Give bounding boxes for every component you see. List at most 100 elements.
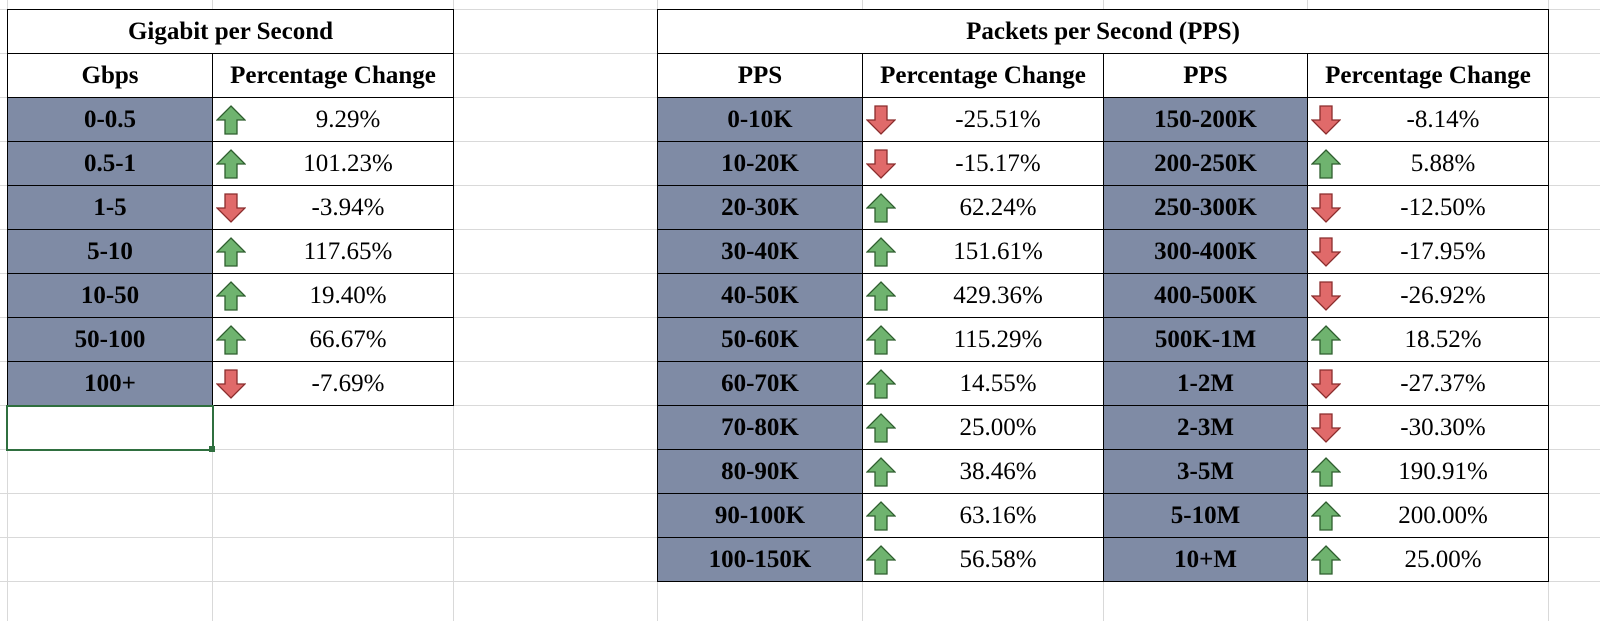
percentage-change-cell[interactable]: -25.51%: [862, 97, 1104, 142]
pps-range-cell[interactable]: 200-250K: [1103, 141, 1308, 186]
percentage-change-cell[interactable]: -15.17%: [862, 141, 1104, 186]
pps-range-cell[interactable]: 3-5M: [1103, 449, 1308, 494]
red-down-arrow-icon: [1311, 237, 1341, 267]
percentage-change-cell[interactable]: 101.23%: [212, 141, 454, 186]
percentage-change-cell[interactable]: -27.37%: [1307, 361, 1549, 406]
percentage-change-value: -12.50%: [1400, 193, 1486, 221]
percentage-change-cell[interactable]: 56.58%: [862, 537, 1104, 582]
percentage-change-cell[interactable]: 63.16%: [862, 493, 1104, 538]
percentage-change-value: 5.88%: [1410, 149, 1476, 177]
green-up-arrow-icon: [866, 281, 896, 311]
pps-range-cell[interactable]: 150-200K: [1103, 97, 1308, 142]
percentage-change-cell[interactable]: -30.30%: [1307, 405, 1549, 450]
percentage-change-cell[interactable]: -8.14%: [1307, 97, 1549, 142]
gbps-table-title[interactable]: Gigabit per Second: [7, 9, 454, 54]
percentage-change-value: -17.95%: [1400, 237, 1486, 265]
pps-range-cell[interactable]: 250-300K: [1103, 185, 1308, 230]
percentage-change-cell[interactable]: 19.40%: [212, 273, 454, 318]
percentage-change-value: 9.29%: [315, 105, 381, 133]
percentage-change-cell[interactable]: 151.61%: [862, 229, 1104, 274]
pps-range-cell[interactable]: 1-2M: [1103, 361, 1308, 406]
pps-range-cell[interactable]: 2-3M: [1103, 405, 1308, 450]
percentage-change-value: 115.29%: [953, 325, 1043, 353]
pps-range-cell[interactable]: 30-40K: [657, 229, 863, 274]
pps-range-cell[interactable]: 90-100K: [657, 493, 863, 538]
gbps-range-cell[interactable]: 0-0.5: [7, 97, 213, 142]
percentage-change-cell[interactable]: 9.29%: [212, 97, 454, 142]
pps-range-cell[interactable]: 0-10K: [657, 97, 863, 142]
percentage-change-cell[interactable]: 200.00%: [1307, 493, 1549, 538]
pps-change-column-header[interactable]: Percentage Change: [862, 53, 1104, 98]
percentage-change-cell[interactable]: -7.69%: [212, 361, 454, 406]
percentage-change-cell[interactable]: 14.55%: [862, 361, 1104, 406]
percentage-change-cell[interactable]: 25.00%: [862, 405, 1104, 450]
gbps-column-header[interactable]: Gbps: [7, 53, 213, 98]
gbps-range-cell[interactable]: 5-10: [7, 229, 213, 274]
pps-range-cell[interactable]: 60-70K: [657, 361, 863, 406]
percentage-change-cell[interactable]: 190.91%: [1307, 449, 1549, 494]
pps-range-cell[interactable]: 20-30K: [657, 185, 863, 230]
percentage-change-value: 63.16%: [959, 501, 1037, 529]
green-up-arrow-icon: [216, 281, 246, 311]
percentage-change-cell[interactable]: 66.67%: [212, 317, 454, 362]
percentage-change-cell[interactable]: 117.65%: [212, 229, 454, 274]
pps-range-cell[interactable]: 80-90K: [657, 449, 863, 494]
percentage-change-cell[interactable]: -3.94%: [212, 185, 454, 230]
gbps-change-column-header[interactable]: Percentage Change: [212, 53, 454, 98]
selected-cell[interactable]: [6, 405, 214, 451]
percentage-change-cell[interactable]: 25.00%: [1307, 537, 1549, 582]
green-up-arrow-icon: [866, 545, 896, 575]
pps-range-cell[interactable]: 10-20K: [657, 141, 863, 186]
pps-range-cell[interactable]: 10+M: [1103, 537, 1308, 582]
percentage-change-cell[interactable]: 429.36%: [862, 273, 1104, 318]
gbps-range-cell[interactable]: 100+: [7, 361, 213, 406]
pps-range-cell[interactable]: 500K-1M: [1103, 317, 1308, 362]
percentage-change-cell[interactable]: -26.92%: [1307, 273, 1549, 318]
percentage-change-value: 62.24%: [959, 193, 1037, 221]
percentage-change-value: 38.46%: [959, 457, 1037, 485]
green-up-arrow-icon: [866, 457, 896, 487]
pps-table-title[interactable]: Packets per Second (PPS): [657, 9, 1549, 54]
percentage-change-value: 25.00%: [959, 413, 1037, 441]
pps-change-column-header[interactable]: Percentage Change: [1307, 53, 1549, 98]
percentage-change-value: 151.61%: [953, 237, 1043, 265]
gbps-range-cell[interactable]: 0.5-1: [7, 141, 213, 186]
red-down-arrow-icon: [216, 193, 246, 223]
green-up-arrow-icon: [866, 325, 896, 355]
red-down-arrow-icon: [216, 369, 246, 399]
green-up-arrow-icon: [866, 237, 896, 267]
red-down-arrow-icon: [1311, 281, 1341, 311]
pps-column-header[interactable]: PPS: [1103, 53, 1308, 98]
gbps-range-cell[interactable]: 50-100: [7, 317, 213, 362]
percentage-change-value: -26.92%: [1400, 281, 1486, 309]
percentage-change-value: 429.36%: [953, 281, 1043, 309]
pps-range-cell[interactable]: 100-150K: [657, 537, 863, 582]
pps-range-cell[interactable]: 5-10M: [1103, 493, 1308, 538]
percentage-change-value: -8.14%: [1406, 105, 1480, 133]
pps-range-cell[interactable]: 300-400K: [1103, 229, 1308, 274]
percentage-change-cell[interactable]: 62.24%: [862, 185, 1104, 230]
percentage-change-cell[interactable]: 38.46%: [862, 449, 1104, 494]
pps-range-cell[interactable]: 70-80K: [657, 405, 863, 450]
percentage-change-cell[interactable]: 5.88%: [1307, 141, 1549, 186]
pps-range-cell[interactable]: 50-60K: [657, 317, 863, 362]
percentage-change-value: 101.23%: [303, 149, 393, 177]
gbps-range-cell[interactable]: 10-50: [7, 273, 213, 318]
percentage-change-cell[interactable]: -17.95%: [1307, 229, 1549, 274]
green-up-arrow-icon: [216, 149, 246, 179]
pps-range-cell[interactable]: 40-50K: [657, 273, 863, 318]
green-up-arrow-icon: [216, 237, 246, 267]
percentage-change-value: 56.58%: [959, 545, 1037, 573]
red-down-arrow-icon: [1311, 105, 1341, 135]
pps-range-cell[interactable]: 400-500K: [1103, 273, 1308, 318]
percentage-change-cell[interactable]: 115.29%: [862, 317, 1104, 362]
green-up-arrow-icon: [866, 193, 896, 223]
percentage-change-value: -3.94%: [311, 193, 385, 221]
percentage-change-cell[interactable]: -12.50%: [1307, 185, 1549, 230]
green-up-arrow-icon: [866, 369, 896, 399]
fill-handle[interactable]: [209, 446, 215, 452]
green-up-arrow-icon: [1311, 149, 1341, 179]
gbps-range-cell[interactable]: 1-5: [7, 185, 213, 230]
pps-column-header[interactable]: PPS: [657, 53, 863, 98]
percentage-change-cell[interactable]: 18.52%: [1307, 317, 1549, 362]
